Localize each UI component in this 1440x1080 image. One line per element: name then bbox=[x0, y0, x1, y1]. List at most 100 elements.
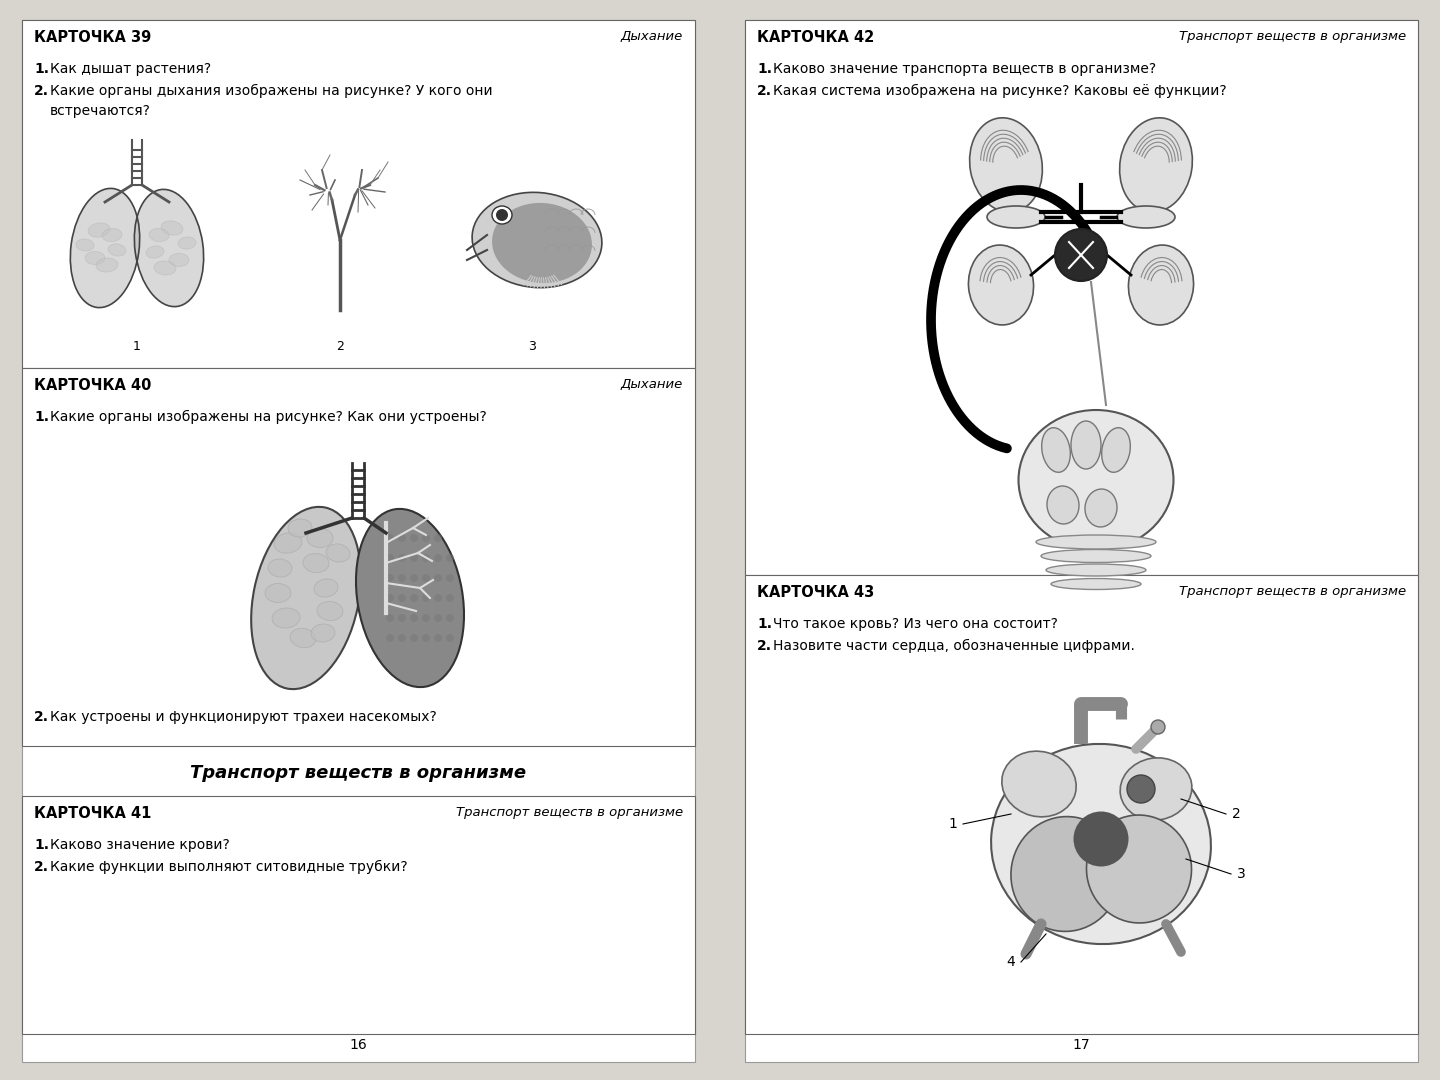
Circle shape bbox=[386, 615, 395, 622]
Ellipse shape bbox=[274, 532, 302, 553]
Text: 3: 3 bbox=[1237, 867, 1246, 881]
Ellipse shape bbox=[314, 579, 338, 597]
Bar bbox=[22, 796, 696, 1034]
Ellipse shape bbox=[969, 118, 1043, 212]
Ellipse shape bbox=[991, 744, 1211, 944]
Ellipse shape bbox=[1071, 421, 1102, 469]
Ellipse shape bbox=[1011, 816, 1122, 931]
Ellipse shape bbox=[1073, 811, 1129, 866]
Text: Транспорт веществ в организме: Транспорт веществ в организме bbox=[1179, 585, 1405, 598]
Ellipse shape bbox=[492, 203, 592, 283]
Text: 1.: 1. bbox=[35, 62, 49, 76]
Circle shape bbox=[422, 573, 431, 582]
Ellipse shape bbox=[148, 229, 168, 242]
Circle shape bbox=[433, 573, 442, 582]
Circle shape bbox=[397, 594, 406, 602]
Circle shape bbox=[397, 554, 406, 562]
Ellipse shape bbox=[268, 559, 292, 577]
Circle shape bbox=[386, 534, 395, 542]
Circle shape bbox=[422, 615, 431, 622]
Text: 2.: 2. bbox=[35, 84, 49, 98]
Ellipse shape bbox=[1129, 245, 1194, 325]
Ellipse shape bbox=[1041, 428, 1070, 472]
Ellipse shape bbox=[145, 246, 164, 258]
Ellipse shape bbox=[288, 519, 312, 537]
Text: КАРТОЧКА 41: КАРТОЧКА 41 bbox=[35, 806, 151, 821]
Text: КАРТОЧКА 42: КАРТОЧКА 42 bbox=[757, 30, 874, 45]
Ellipse shape bbox=[356, 509, 464, 687]
Bar bbox=[744, 21, 1418, 575]
Circle shape bbox=[422, 594, 431, 602]
Text: Что такое кровь? Из чего она состоит?: Что такое кровь? Из чего она состоит? bbox=[773, 617, 1058, 631]
Text: Транспорт веществ в организме: Транспорт веществ в организме bbox=[190, 764, 527, 782]
Bar bbox=[22, 21, 696, 1062]
Circle shape bbox=[410, 634, 418, 642]
Ellipse shape bbox=[1041, 550, 1151, 563]
Circle shape bbox=[433, 554, 442, 562]
Circle shape bbox=[410, 594, 418, 602]
Ellipse shape bbox=[272, 608, 300, 629]
Ellipse shape bbox=[102, 229, 122, 242]
Text: 2: 2 bbox=[1231, 807, 1240, 821]
Ellipse shape bbox=[1086, 815, 1191, 923]
Bar bbox=[744, 575, 1418, 1034]
Text: 17: 17 bbox=[1073, 1038, 1090, 1052]
Text: КАРТОЧКА 43: КАРТОЧКА 43 bbox=[757, 585, 874, 600]
Circle shape bbox=[433, 534, 442, 542]
Ellipse shape bbox=[154, 261, 176, 275]
Circle shape bbox=[386, 554, 395, 562]
Ellipse shape bbox=[96, 258, 118, 272]
Text: Как устроены и функционируют трахеи насекомых?: Как устроены и функционируют трахеи насе… bbox=[50, 710, 436, 724]
Ellipse shape bbox=[1056, 229, 1107, 281]
Text: встречаются?: встречаются? bbox=[50, 104, 151, 118]
Text: 4: 4 bbox=[1007, 955, 1015, 969]
Text: 2.: 2. bbox=[35, 860, 49, 874]
Ellipse shape bbox=[71, 188, 140, 308]
Ellipse shape bbox=[1018, 410, 1174, 550]
Text: 2.: 2. bbox=[757, 84, 772, 98]
Circle shape bbox=[433, 634, 442, 642]
Circle shape bbox=[386, 634, 395, 642]
Ellipse shape bbox=[108, 244, 125, 256]
Circle shape bbox=[410, 615, 418, 622]
Text: Какие функции выполняют ситовидные трубки?: Какие функции выполняют ситовидные трубк… bbox=[50, 860, 408, 874]
Ellipse shape bbox=[1084, 489, 1117, 527]
Text: 2.: 2. bbox=[757, 639, 772, 653]
Text: Назовите части сердца, обозначенные цифрами.: Назовите части сердца, обозначенные цифр… bbox=[773, 639, 1135, 653]
Ellipse shape bbox=[168, 254, 189, 267]
Circle shape bbox=[410, 573, 418, 582]
Circle shape bbox=[397, 534, 406, 542]
Ellipse shape bbox=[317, 602, 343, 621]
Ellipse shape bbox=[1120, 118, 1192, 212]
Text: Транспорт веществ в организме: Транспорт веществ в организме bbox=[456, 806, 683, 819]
Ellipse shape bbox=[986, 206, 1045, 228]
Circle shape bbox=[386, 573, 395, 582]
Text: Дыхание: Дыхание bbox=[621, 30, 683, 43]
Text: 2: 2 bbox=[336, 340, 344, 353]
Circle shape bbox=[397, 634, 406, 642]
Ellipse shape bbox=[134, 189, 203, 307]
Text: Транспорт веществ в организме: Транспорт веществ в организме bbox=[1179, 30, 1405, 43]
Circle shape bbox=[410, 534, 418, 542]
Ellipse shape bbox=[492, 206, 513, 224]
Text: 1.: 1. bbox=[757, 617, 772, 631]
Ellipse shape bbox=[265, 583, 291, 603]
Ellipse shape bbox=[1120, 758, 1192, 820]
Ellipse shape bbox=[1047, 486, 1079, 524]
Bar bbox=[744, 21, 1418, 1062]
Circle shape bbox=[446, 573, 454, 582]
Circle shape bbox=[446, 634, 454, 642]
Ellipse shape bbox=[1051, 579, 1140, 590]
Ellipse shape bbox=[76, 239, 94, 251]
Ellipse shape bbox=[1102, 428, 1130, 472]
Text: 1.: 1. bbox=[35, 838, 49, 852]
Text: Какая система изображена на рисунке? Каковы её функции?: Какая система изображена на рисунке? Как… bbox=[773, 84, 1227, 98]
Text: 1.: 1. bbox=[757, 62, 772, 76]
Text: Дыхание: Дыхание bbox=[621, 378, 683, 391]
Ellipse shape bbox=[85, 252, 105, 265]
Circle shape bbox=[433, 594, 442, 602]
Text: 1.: 1. bbox=[35, 410, 49, 424]
Circle shape bbox=[1151, 720, 1165, 734]
Circle shape bbox=[410, 554, 418, 562]
Ellipse shape bbox=[251, 507, 361, 689]
